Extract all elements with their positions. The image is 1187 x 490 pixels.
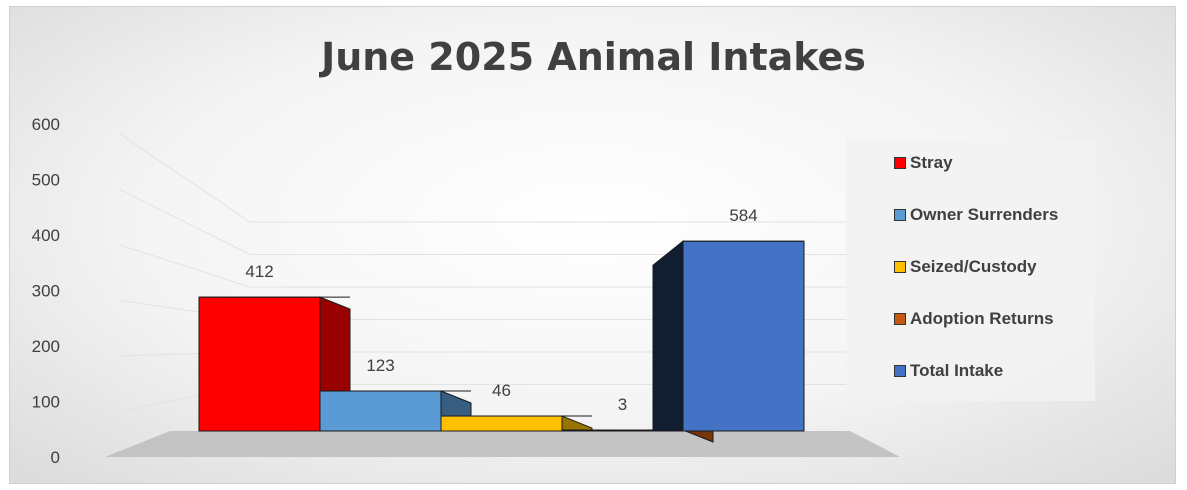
data-label: 46 xyxy=(492,381,511,400)
data-label: 123 xyxy=(366,356,394,375)
bar-side-face xyxy=(561,415,593,432)
legend-swatch xyxy=(894,261,906,273)
data-label: 412 xyxy=(245,262,273,281)
bar-front-face xyxy=(682,240,805,432)
data-label: 584 xyxy=(729,206,757,225)
legend-label: Stray xyxy=(910,153,953,172)
legend: Stray Owner Surrenders Seized/Custody Adopt… xyxy=(846,139,1095,401)
bar-side-face xyxy=(652,240,684,432)
bar xyxy=(440,415,593,432)
bar xyxy=(652,240,805,432)
y-tick-label: 0 xyxy=(51,448,60,467)
gridline xyxy=(119,133,850,223)
data-label: 3 xyxy=(618,395,627,414)
y-tick-label: 600 xyxy=(32,115,60,134)
y-tick-label: 300 xyxy=(32,282,60,301)
plot-area: 0 100 200 300 400 500 600 412 123 46 3 584 xyxy=(32,115,900,467)
legend-label: Adoption Returns xyxy=(910,309,1054,328)
y-tick-label: 100 xyxy=(32,393,60,412)
legend-item: Adoption Returns xyxy=(894,307,1054,331)
chart-area: June 2025 Animal Intakes 0 100 200 300 400 50… xyxy=(9,6,1176,484)
y-tick-label: 400 xyxy=(32,226,60,245)
legend-swatch xyxy=(894,157,906,169)
floor-plane xyxy=(105,431,900,457)
y-tick-label: 500 xyxy=(32,171,60,190)
legend-label: Owner Surrenders xyxy=(910,205,1059,224)
bar-front-face xyxy=(440,415,563,432)
bar xyxy=(198,296,351,432)
y-tick-label: 200 xyxy=(32,337,60,356)
bar-front-face xyxy=(198,296,321,432)
legend-swatch xyxy=(894,365,906,377)
gridline xyxy=(119,244,850,288)
chart-title: June 2025 Animal Intakes xyxy=(321,35,866,79)
legend-label: Seized/Custody xyxy=(910,257,1037,276)
bar xyxy=(319,390,472,432)
legend-item: Total Intake xyxy=(894,359,1003,383)
gridline xyxy=(119,189,850,255)
legend-swatch xyxy=(894,313,906,325)
legend-label: Total Intake xyxy=(910,361,1004,380)
legend-item: Stray xyxy=(894,151,953,175)
legend-swatch xyxy=(894,209,906,221)
legend-item: Seized/Custody xyxy=(894,255,1037,279)
legend-item: Owner Surrenders xyxy=(894,203,1058,227)
bar-front-face xyxy=(319,390,442,432)
